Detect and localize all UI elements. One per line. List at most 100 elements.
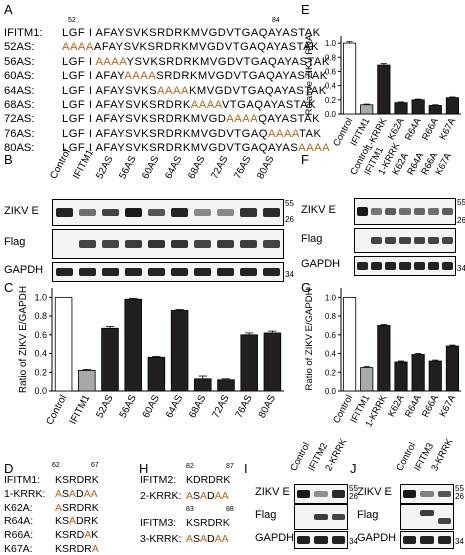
sequence-text: KSRDRK	[186, 517, 230, 529]
sequence-part: LGF I AFAYSVKSRDRKMVGD	[62, 113, 227, 126]
protein-band	[314, 536, 328, 544]
mw-marker: 55	[349, 484, 358, 493]
mutated-residues: AAAA	[268, 127, 300, 140]
sequence-label: 3-KRRK:	[140, 533, 182, 545]
bar	[101, 327, 119, 392]
sequence-part: D	[207, 533, 215, 545]
sequence-part: LGF I AFAYSVKSRDRK	[62, 99, 191, 111]
bar	[411, 354, 425, 392]
blot-strip	[294, 484, 348, 504]
bar	[194, 378, 212, 392]
protein-band	[78, 208, 97, 216]
blot-row-label: Flag	[255, 509, 277, 521]
mutated-residues: AAAA	[62, 41, 94, 54]
blot-strip	[294, 504, 348, 530]
sequence-text: LGF I AFAYSVKSRDRKMVGDVTGAQAAAATAK	[62, 128, 321, 140]
protein-band	[55, 267, 74, 277]
sequence-label: 80AS:	[4, 142, 35, 155]
blot-row-label: ZIKV E	[357, 486, 392, 498]
blot-row-label: ZIKV E	[4, 204, 39, 217]
y-tick-label: 0.8	[325, 312, 337, 321]
protein-band	[193, 209, 212, 216]
mutated-residues: A	[84, 529, 92, 542]
protein-band	[442, 207, 454, 216]
blot-row-label: Flag	[301, 232, 323, 245]
y-tick-label: 0.6	[325, 67, 337, 76]
mutated-residues: AAAA	[298, 142, 331, 155]
sequence-part: QAYASTAK	[258, 113, 321, 126]
bar	[217, 379, 235, 392]
mutated-residues: A	[55, 501, 63, 514]
sequence-label: 56AS:	[4, 55, 35, 68]
protein-band	[101, 267, 120, 277]
sequence-label: IFITM1:	[4, 474, 41, 486]
sequence-text: ASADAA	[55, 488, 98, 500]
bar	[411, 99, 425, 115]
mutated-residues: A	[69, 515, 77, 528]
sequence-part: LGF I AFAYSVKSRDRKMVGDVTGAQAYAS	[62, 142, 299, 155]
pos-end-h: 88	[226, 506, 234, 513]
protein-band	[402, 490, 417, 498]
category-label: 76AS	[234, 393, 255, 420]
blot-row-label: ZIKV E	[301, 203, 336, 216]
category-label: K67A	[437, 393, 458, 419]
sequence-text: LGF I AAAAYSVKSRDRKMVGDVTGAQAYASTAK	[62, 56, 330, 68]
sequence-label: R64A:	[4, 515, 34, 528]
mutated-residues: AAAA	[226, 113, 259, 126]
mutated-residue: A	[200, 533, 208, 545]
blot-row-label: GAPDH	[357, 532, 397, 544]
lane-label: 80AS	[255, 154, 277, 181]
category-label: 64AS	[164, 393, 185, 420]
mw-marker: 26	[349, 492, 358, 501]
mutated-residues: AAAA	[124, 70, 157, 83]
sequence-part: DRK	[76, 515, 99, 528]
protein-band	[428, 261, 440, 271]
sequence-part: D	[76, 487, 84, 500]
category-label: 68AS	[187, 393, 208, 420]
sequence-part: LGF I AFAYSVKS	[62, 84, 158, 97]
sequence-part: KMVGDVTGAQAYASTAK	[188, 84, 327, 97]
sequence-text: LGF I AFAYAAAASRDRKMVGDVTGAQAYASTAK	[62, 70, 328, 82]
blot-row-label: Flag	[357, 509, 379, 521]
blot-strip	[400, 504, 454, 530]
sequence-text: AAAAAFAYSVKSRDRKMVGDVTGAQAYASTAK	[62, 41, 319, 53]
sequence-label: 52AS:	[4, 41, 35, 54]
y-tick-label: 0.2	[325, 368, 337, 377]
protein-band	[78, 240, 97, 248]
lane-label: 76AS	[232, 154, 254, 181]
blot-row-label: GAPDH	[4, 264, 44, 276]
bar	[54, 296, 73, 392]
blot-strip	[52, 199, 284, 226]
bar	[343, 296, 357, 392]
category-label: Control	[44, 393, 69, 427]
sequence-label: K62A:	[4, 501, 33, 514]
mw-marker: 26	[455, 492, 464, 501]
sequence-part: S	[193, 490, 201, 502]
protein-band	[399, 261, 411, 271]
protein-band	[193, 267, 212, 277]
lane-label: 72AS	[209, 154, 231, 181]
protein-band	[124, 240, 143, 248]
bar	[343, 42, 357, 115]
mw-marker: 26	[457, 216, 465, 225]
mutated-residues: AAAA	[190, 99, 222, 111]
category-label: 56AS	[118, 393, 139, 420]
lane-label: 68AS	[186, 154, 208, 181]
sequence-label: R66A:	[4, 529, 34, 542]
y-tick-label: 0.2	[325, 96, 337, 105]
y-axis-label: Relative ZIKV RNA	[304, 34, 315, 115]
category-label: 80AS	[257, 393, 278, 420]
sequence-part: KSRD	[55, 529, 85, 542]
panel-h-label: H	[139, 461, 149, 476]
protein-band	[296, 536, 311, 544]
sequence-label: IFITM1:	[4, 27, 43, 39]
sequence-text: KSRDAK	[55, 529, 98, 541]
mutated-residues: AAAA	[157, 84, 189, 97]
bar	[377, 64, 391, 115]
mw-marker: 55	[455, 484, 464, 493]
mutated-residues: AA	[83, 487, 98, 500]
y-tick-label: 0.4	[325, 350, 337, 359]
y-tick-label: 0.4	[325, 82, 337, 91]
protein-band	[78, 267, 97, 277]
protein-band	[420, 491, 434, 497]
